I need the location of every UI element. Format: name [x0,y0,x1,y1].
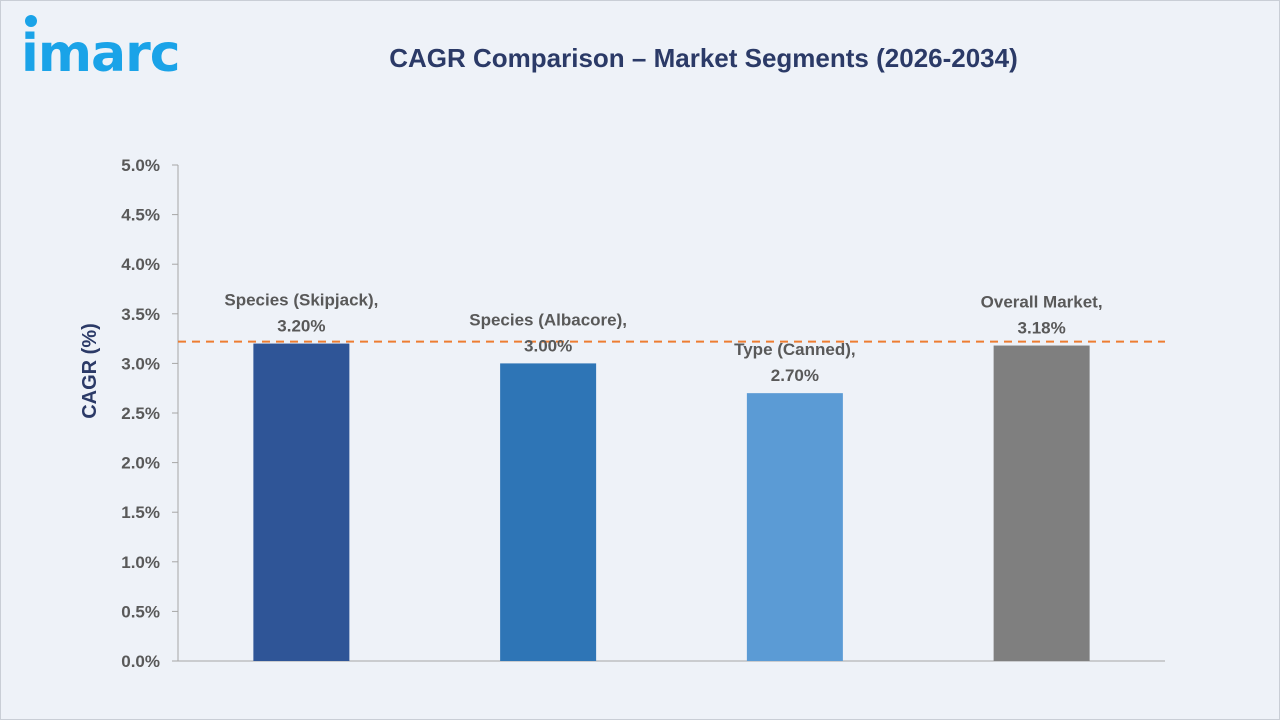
data-label-category: Species (Skipjack), [224,291,378,310]
data-label-category: Type (Canned), [734,340,856,359]
y-tick-label: 1.0% [121,553,160,572]
data-label-category: Species (Albacore), [469,310,627,329]
y-tick-label: 1.5% [121,503,160,522]
y-tick-label: 0.0% [121,652,160,671]
bar [746,393,843,661]
y-axis-ticks: 0.0% 0.5% 1.0% 1.5% 2.0% 2.5% 3.0% 3.5% 4.0% 4.5%… [121,156,178,671]
y-tick-label: 5.0% [121,156,160,175]
data-label-value: 3.20% [277,317,325,336]
data-label-value: 3.18% [1018,319,1066,338]
bar [500,363,597,661]
y-tick-label: 0.5% [121,602,160,621]
bars [253,343,1090,661]
y-tick-label: 2.5% [121,404,160,423]
data-label-value: 2.70% [771,366,819,385]
y-tick-label: 4.0% [121,255,160,274]
y-tick-label: 2.0% [121,454,160,473]
y-tick-label: 4.5% [121,206,160,225]
y-tick-label: 3.0% [121,354,160,373]
data-label-category: Overall Market, [981,293,1103,312]
y-axis-title: CAGR (%) [79,323,101,419]
logo-wordmark: imarc [21,24,180,83]
chart-title: CAGR Comparison – Market Segments (2026-… [389,43,1018,73]
logo-dot [25,15,37,27]
bar [993,345,1090,661]
imarc-logo: imarc [21,15,181,83]
data-labels: 3.20% Species (Skipjack), 3.00% Species (Al… [224,291,1102,386]
y-tick-label: 3.5% [121,305,160,324]
bar [253,343,350,661]
data-label-value: 3.00% [524,336,572,355]
